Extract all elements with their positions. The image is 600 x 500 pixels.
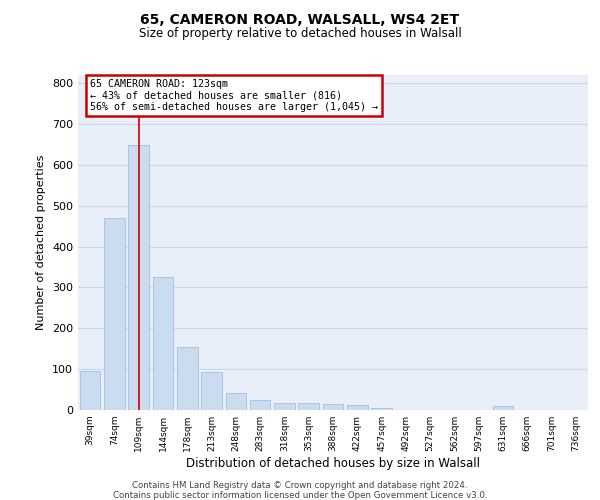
Bar (152, 277, 173, 410)
Bar (371, 408, 392, 410)
Bar (298, 404, 319, 410)
Bar (104, 218, 125, 410)
Bar (226, 393, 246, 410)
Bar (80, 371, 100, 410)
Text: 65, CAMERON ROAD, WALSALL, WS4 2ET: 65, CAMERON ROAD, WALSALL, WS4 2ET (140, 12, 460, 26)
Text: Contains public sector information licensed under the Open Government Licence v3: Contains public sector information licen… (113, 491, 487, 500)
Bar (323, 404, 343, 410)
Text: Distribution of detached houses by size in Walsall: Distribution of detached houses by size … (186, 458, 480, 470)
Bar (274, 402, 295, 410)
Text: Contains HM Land Registry data © Crown copyright and database right 2024.: Contains HM Land Registry data © Crown c… (132, 481, 468, 490)
Text: Size of property relative to detached houses in Walsall: Size of property relative to detached ho… (139, 28, 461, 40)
Bar (177, 346, 197, 410)
Bar (493, 406, 514, 410)
Bar (250, 400, 271, 410)
Text: 65 CAMERON ROAD: 123sqm
← 43% of detached houses are smaller (816)
56% of semi-d: 65 CAMERON ROAD: 123sqm ← 43% of detache… (91, 79, 379, 112)
Y-axis label: Number of detached properties: Number of detached properties (37, 155, 46, 330)
Bar (128, 146, 149, 410)
Bar (347, 405, 368, 410)
Bar (201, 372, 222, 410)
